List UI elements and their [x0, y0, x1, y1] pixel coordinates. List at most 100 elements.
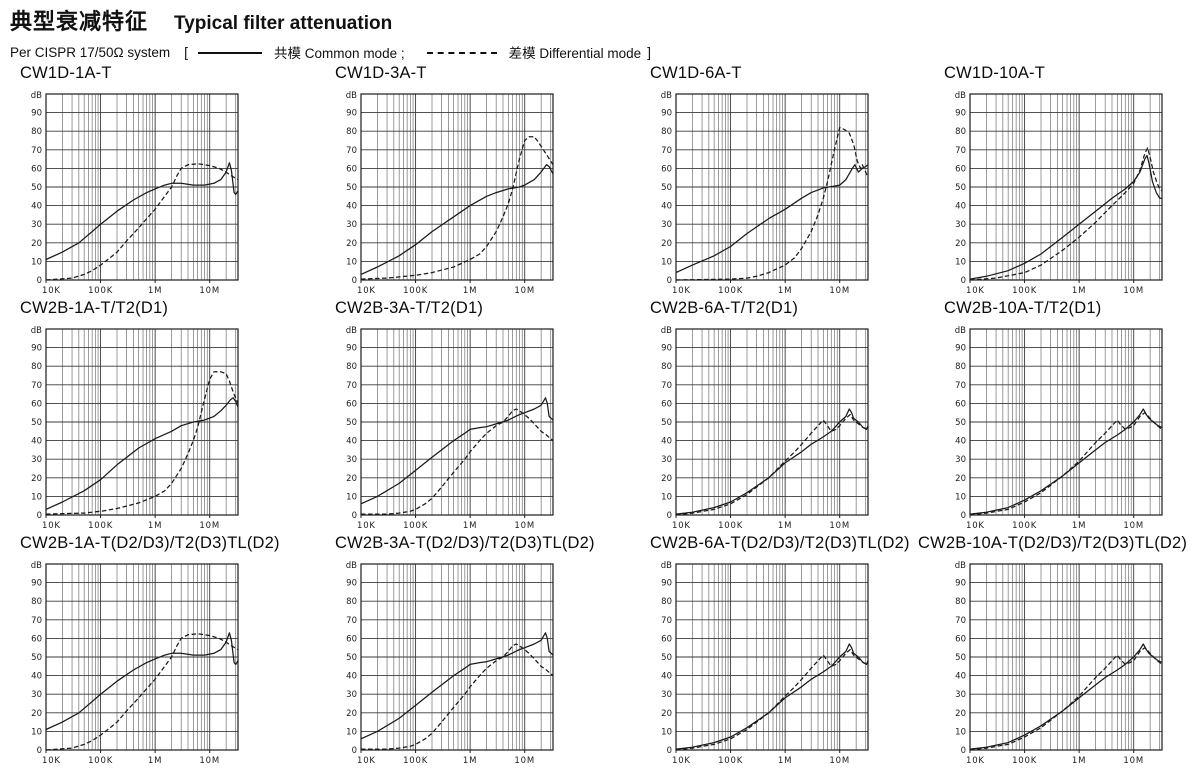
common-mode-curve — [969, 154, 1162, 280]
y-axis-unit-label: dB — [661, 561, 672, 571]
x-tick-label: 10K — [357, 521, 376, 531]
differential-mode-curve — [360, 136, 554, 280]
y-tick-label: 40 — [661, 672, 672, 682]
y-tick-label: 80 — [661, 127, 672, 137]
chart-title: CW1D-1A-T — [20, 64, 112, 82]
y-tick-label: 20 — [661, 239, 672, 249]
common-mode-curve — [45, 162, 239, 261]
y-tick-label: 30 — [31, 455, 42, 465]
attenuation-plot: 90 80 70 60 50 40 30 20 10 0 dB 10K 100K 1M 10M — [346, 91, 554, 296]
y-tick-label: 80 — [661, 362, 672, 372]
y-tick-label: 0 — [352, 276, 357, 286]
y-tick-label: 90 — [346, 344, 357, 354]
chart-cell: CW2B-6A-T(D2/D3)/T2(D3)TL(D2) 90 80 70 60 50 4… — [648, 534, 960, 773]
y-tick-label: 0 — [352, 746, 357, 756]
y-tick-label: 70 — [955, 146, 966, 156]
y-tick-label: 80 — [31, 127, 42, 137]
y-tick-label: 0 — [667, 276, 672, 286]
common-mode-curve — [360, 164, 554, 275]
x-tick-label: 100K — [718, 521, 743, 531]
y-tick-label: 0 — [37, 511, 42, 521]
y-tick-label: 0 — [667, 746, 672, 756]
x-tick-label: 100K — [88, 756, 113, 766]
chart-title: CW2B-10A-T(D2/D3)/T2(D3)TL(D2) — [918, 534, 1188, 552]
y-tick-label: 60 — [346, 634, 357, 644]
differential-mode-curve — [675, 413, 869, 516]
y-tick-label: 80 — [955, 362, 966, 372]
y-tick-label: 50 — [955, 418, 966, 428]
y-tick-label: 90 — [31, 579, 42, 589]
y-axis-unit-label: dB — [955, 561, 966, 571]
y-tick-label: 10 — [955, 492, 966, 502]
chart-title: CW2B-3A-T(D2/D3)/T2(D3)TL(D2) — [335, 534, 595, 552]
y-tick-label: 0 — [37, 746, 42, 756]
y-tick-label: 60 — [661, 634, 672, 644]
y-tick-label: 60 — [346, 399, 357, 409]
x-tick-label: 100K — [1012, 756, 1037, 766]
attenuation-plot: 90 80 70 60 50 40 30 20 10 0 dB 10K 100K 1M 10M — [346, 561, 554, 766]
x-tick-label: 100K — [1012, 521, 1037, 531]
dashed-line-icon — [426, 52, 497, 54]
y-tick-label: 70 — [346, 616, 357, 626]
y-tick-label: 20 — [31, 474, 42, 484]
attenuation-plot: 90 80 70 60 50 40 30 20 10 0 dB 10K 100K 1M 10M — [955, 326, 1163, 531]
common-mode-curve — [360, 632, 554, 740]
chart-cell: CW1D-1A-T 90 80 70 60 50 40 30 20 10 0 dB 10K 100K 1M 1… — [18, 64, 330, 303]
y-tick-label: 80 — [346, 127, 357, 137]
common-mode-curve — [45, 397, 239, 510]
x-tick-label: 10K — [966, 521, 985, 531]
y-tick-label: 10 — [31, 257, 42, 267]
y-tick-label: 20 — [346, 474, 357, 484]
solid-line-icon — [198, 52, 263, 54]
y-tick-label: 80 — [346, 597, 357, 607]
chart-cell: CW1D-3A-T 90 80 70 60 50 40 30 20 10 0 dB 10K 100K 1M 1… — [333, 64, 645, 303]
common-mode-curve — [969, 408, 1163, 515]
x-tick-label: 1M — [148, 521, 162, 531]
x-tick-label: 10K — [42, 756, 61, 766]
chart-title: CW2B-10A-T/T2(D1) — [944, 299, 1102, 317]
y-tick-label: 40 — [661, 202, 672, 212]
y-tick-label: 70 — [346, 146, 357, 156]
x-tick-label: 10K — [357, 286, 376, 296]
y-tick-label: 40 — [346, 437, 357, 447]
x-tick-label: 10M — [1123, 756, 1144, 766]
x-tick-label: 1M — [463, 286, 477, 296]
y-tick-label: 40 — [955, 672, 966, 682]
y-axis-unit-label: dB — [346, 561, 357, 571]
page-title-cn: 典型衰减特征 — [10, 9, 149, 34]
x-tick-label: 10M — [1123, 286, 1144, 296]
y-tick-label: 40 — [955, 437, 966, 447]
y-tick-label: 50 — [346, 418, 357, 428]
x-tick-label: 10M — [829, 521, 850, 531]
attenuation-plot: 90 80 70 60 50 40 30 20 10 0 dB 10K 100K 1M 10M — [955, 91, 1163, 296]
y-tick-label: 10 — [661, 727, 672, 737]
differential-mode-curve — [361, 643, 554, 750]
y-tick-label: 30 — [955, 220, 966, 230]
y-tick-label: 40 — [661, 437, 672, 447]
y-tick-label: 40 — [31, 672, 42, 682]
legend-common-mode-label: 共模 Common mode ; — [274, 46, 405, 61]
differential-mode-curve — [969, 647, 1163, 751]
y-tick-label: 80 — [346, 362, 357, 372]
y-tick-label: 80 — [31, 362, 42, 372]
y-tick-label: 70 — [661, 146, 672, 156]
x-tick-label: 100K — [403, 756, 428, 766]
header-title-row: 典型衰减特征 Typical filter attenuation — [10, 4, 651, 36]
chart-title: CW2B-6A-T(D2/D3)/T2(D3)TL(D2) — [650, 534, 910, 552]
y-tick-label: 40 — [31, 437, 42, 447]
y-tick-label: 90 — [346, 579, 357, 589]
x-tick-label: 100K — [88, 286, 113, 296]
chart-title: CW2B-1A-T(D2/D3)/T2(D3)TL(D2) — [20, 534, 280, 552]
y-tick-label: 60 — [955, 399, 966, 409]
common-mode-curve — [45, 632, 239, 731]
x-tick-label: 10M — [199, 756, 220, 766]
page-title-en: Typical filter attenuation — [174, 13, 393, 34]
y-tick-label: 10 — [31, 727, 42, 737]
attenuation-plot: 90 80 70 60 50 40 30 20 10 0 dB 10K 100K 1M 10M — [31, 326, 239, 531]
chart-cell: CW2B-10A-T(D2/D3)/T2(D3)TL(D2) 90 80 70 60 50… — [918, 534, 1200, 773]
y-tick-label: 50 — [346, 183, 357, 193]
y-axis-unit-label: dB — [955, 91, 966, 101]
y-tick-label: 70 — [31, 616, 42, 626]
y-tick-label: 70 — [346, 381, 357, 391]
